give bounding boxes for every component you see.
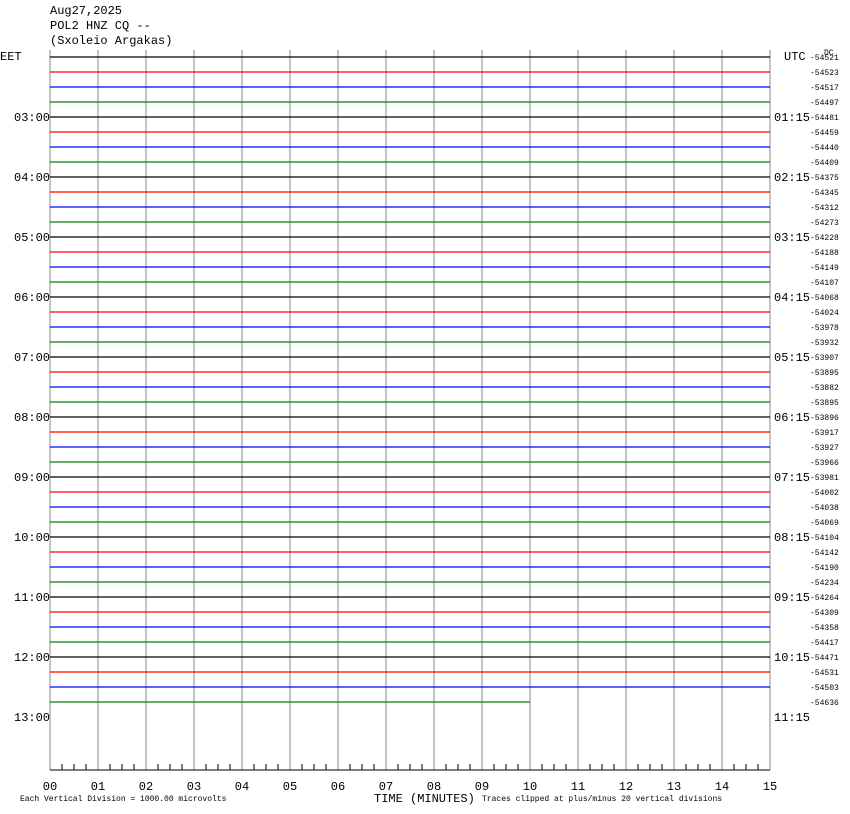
left-time-label: 07:00 <box>14 351 50 365</box>
trace-offset: -54345 <box>810 189 839 198</box>
trace-offset: -54531 <box>810 669 839 678</box>
right-time-label: 11:15 <box>774 711 810 725</box>
trace-offset: -54038 <box>810 504 839 513</box>
location: (Sxoleio Argakas) <box>50 34 172 48</box>
right-time-label: 02:15 <box>774 171 810 185</box>
right-time-label: 01:15 <box>774 111 810 125</box>
trace-offset: -53907 <box>810 354 839 363</box>
right-time-label: 08:15 <box>774 531 810 545</box>
left-time-label: 13:00 <box>14 711 50 725</box>
x-tick-label: 08 <box>427 780 441 794</box>
trace-offset: -53981 <box>810 474 839 483</box>
left-time-label: 04:00 <box>14 171 50 185</box>
right-time-label: 03:15 <box>774 231 810 245</box>
left-zone: EET <box>0 50 22 64</box>
x-tick-label: 01 <box>91 780 105 794</box>
x-tick-label: 00 <box>43 780 57 794</box>
trace-offset: -54517 <box>810 84 839 93</box>
trace-offset: -54228 <box>810 234 839 243</box>
trace-offset: -54264 <box>810 594 839 603</box>
x-tick-label: 10 <box>523 780 537 794</box>
x-tick-label: 15 <box>763 780 777 794</box>
right-time-label: 10:15 <box>774 651 810 665</box>
right-time-label: 09:15 <box>774 591 810 605</box>
x-tick-label: 14 <box>715 780 729 794</box>
trace-offset: -53966 <box>810 459 839 468</box>
trace-offset: -54471 <box>810 654 839 663</box>
trace-offset: -54358 <box>810 624 839 633</box>
left-time-label: 05:00 <box>14 231 50 245</box>
trace-offset: -54273 <box>810 219 839 228</box>
trace-offset: -53882 <box>810 384 839 393</box>
trace-offset: -54503 <box>810 684 839 693</box>
x-tick-label: 02 <box>139 780 153 794</box>
x-tick-label: 11 <box>571 780 585 794</box>
x-tick-label: 12 <box>619 780 633 794</box>
trace-offset: -54149 <box>810 264 839 273</box>
trace-offset: -54104 <box>810 534 839 543</box>
trace-offset: -54142 <box>810 549 839 558</box>
x-tick-label: 09 <box>475 780 489 794</box>
left-time-label: 12:00 <box>14 651 50 665</box>
right-time-label: 06:15 <box>774 411 810 425</box>
left-time-label: 11:00 <box>14 591 50 605</box>
trace-offset: -54190 <box>810 564 839 573</box>
trace-offset: -54636 <box>810 699 839 708</box>
trace-offset: -54309 <box>810 609 839 618</box>
clip-note: Traces clipped at plus/minus 20 vertical… <box>482 795 722 804</box>
x-tick-label: 13 <box>667 780 681 794</box>
trace-offset: -54417 <box>810 639 839 648</box>
right-zone: UTC <box>784 50 806 64</box>
trace-offset: -54002 <box>810 489 839 498</box>
trace-offset: -54312 <box>810 204 839 213</box>
trace-offset: -54068 <box>810 294 839 303</box>
trace-offset: -53927 <box>810 444 839 453</box>
x-tick-label: 04 <box>235 780 249 794</box>
left-time-label: 09:00 <box>14 471 50 485</box>
trace-offset: -54234 <box>810 579 839 588</box>
trace-offset: -54188 <box>810 249 839 258</box>
trace-offset: -54440 <box>810 144 839 153</box>
trace-offset: -54107 <box>810 279 839 288</box>
left-time-label: 08:00 <box>14 411 50 425</box>
scale-note: Each Vertical Division = 1000.00 microvo… <box>20 795 227 804</box>
dc-label: DC <box>824 49 834 58</box>
trace-offset: -53896 <box>810 414 839 423</box>
right-time-label: 05:15 <box>774 351 810 365</box>
trace-offset: -53978 <box>810 324 839 333</box>
trace-offset: -54375 <box>810 174 839 183</box>
trace-offset: -53917 <box>810 429 839 438</box>
trace-offset: -53895 <box>810 399 839 408</box>
left-time-label: 10:00 <box>14 531 50 545</box>
station: POL2 HNZ CQ -- <box>50 19 151 33</box>
trace-offset: -54024 <box>810 309 839 318</box>
trace-offset: -54497 <box>810 99 839 108</box>
trace-offset: -54521 <box>810 54 839 63</box>
x-tick-label: 05 <box>283 780 297 794</box>
trace-offset: -54069 <box>810 519 839 528</box>
trace-offset: -53895 <box>810 369 839 378</box>
trace-offset: -54409 <box>810 159 839 168</box>
x-tick-label: 03 <box>187 780 201 794</box>
date: Aug27,2025 <box>50 4 122 18</box>
x-title: TIME (MINUTES) <box>374 792 475 806</box>
trace-offset: -54481 <box>810 114 839 123</box>
x-tick-label: 06 <box>331 780 345 794</box>
right-time-label: 04:15 <box>774 291 810 305</box>
right-time-label: 07:15 <box>774 471 810 485</box>
trace-offset: -53932 <box>810 339 839 348</box>
left-time-label: 03:00 <box>14 111 50 125</box>
x-tick-label: 07 <box>379 780 393 794</box>
trace-offset: -54523 <box>810 69 839 78</box>
left-time-label: 06:00 <box>14 291 50 305</box>
trace-offset: -54459 <box>810 129 839 138</box>
